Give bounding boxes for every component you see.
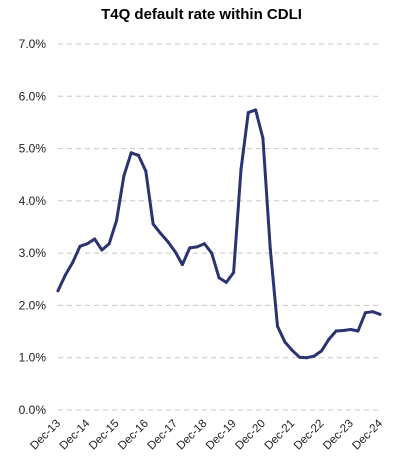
y-tick-label: 5.0% (19, 142, 47, 156)
x-tick-label: Dec-22 (292, 418, 327, 453)
data-point (180, 263, 184, 267)
data-point (107, 242, 111, 246)
gridlines (58, 43, 380, 411)
data-point (129, 151, 133, 155)
data-point (363, 311, 367, 315)
x-axis-ticks: Dec-13Dec-14Dec-15Dec-16Dec-17Dec-18Dec-… (28, 417, 385, 452)
data-point (78, 244, 82, 248)
data-point (56, 289, 60, 293)
data-point (276, 324, 280, 328)
x-tick-label: Dec-17 (146, 418, 181, 453)
data-point (137, 153, 140, 157)
y-tick-label: 4.0% (19, 194, 47, 208)
x-tick-label: Dec-24 (350, 417, 385, 452)
x-tick-label: Dec-18 (175, 418, 210, 453)
x-tick-label: Dec-23 (321, 418, 356, 453)
data-point (298, 355, 301, 359)
data-point (224, 280, 228, 284)
y-tick-label: 3.0% (19, 246, 47, 260)
data-point (115, 219, 119, 223)
x-tick-label: Dec-20 (233, 418, 268, 453)
data-point (158, 231, 162, 235)
x-tick-label: Dec-19 (204, 418, 239, 453)
data-point (356, 329, 360, 333)
data-point (151, 222, 155, 226)
data-point (63, 273, 67, 277)
data-point (144, 169, 148, 173)
data-point (261, 136, 265, 140)
data-point (290, 348, 294, 352)
y-tick-label: 1.0% (19, 351, 47, 365)
data-point (312, 354, 316, 358)
data-point (195, 245, 199, 249)
data-point (283, 340, 287, 344)
data-point (188, 246, 192, 250)
data-point (327, 337, 331, 341)
data-point (166, 240, 170, 244)
x-tick-label: Dec-21 (263, 418, 298, 453)
data-point (378, 312, 382, 316)
series-line (56, 108, 382, 360)
data-point (217, 276, 221, 280)
data-point (319, 349, 323, 353)
data-point (239, 167, 243, 171)
y-tick-label: 6.0% (19, 89, 47, 103)
data-point (349, 327, 353, 331)
data-point (173, 250, 177, 254)
x-tick-label: Dec-13 (28, 418, 63, 453)
data-point (341, 329, 345, 333)
data-point (305, 356, 309, 360)
data-point (202, 242, 206, 246)
data-point (100, 248, 104, 252)
x-tick-label: Dec-16 (116, 418, 151, 453)
y-tick-label: 0.0% (19, 403, 47, 417)
data-point (232, 270, 236, 274)
data-point (122, 174, 126, 178)
chart-title: T4Q default rate within CDLI (101, 6, 302, 23)
y-axis-ticks: 0.0% 1.0% 2.0% 3.0% 4.0% 5.0% 6.0% 7.0% (19, 37, 47, 417)
data-point (93, 237, 97, 241)
y-tick-label: 2.0% (19, 298, 47, 312)
data-point (371, 310, 375, 314)
data-point (334, 329, 338, 333)
x-tick-label: Dec-15 (87, 418, 122, 453)
y-tick-label: 7.0% (19, 37, 47, 51)
series-layer (56, 108, 382, 360)
data-point (210, 251, 214, 255)
data-point (268, 246, 272, 250)
data-point (85, 242, 89, 246)
data-point (254, 108, 258, 112)
data-point (71, 261, 75, 265)
x-tick-label: Dec-14 (58, 417, 93, 452)
data-point (246, 110, 250, 114)
